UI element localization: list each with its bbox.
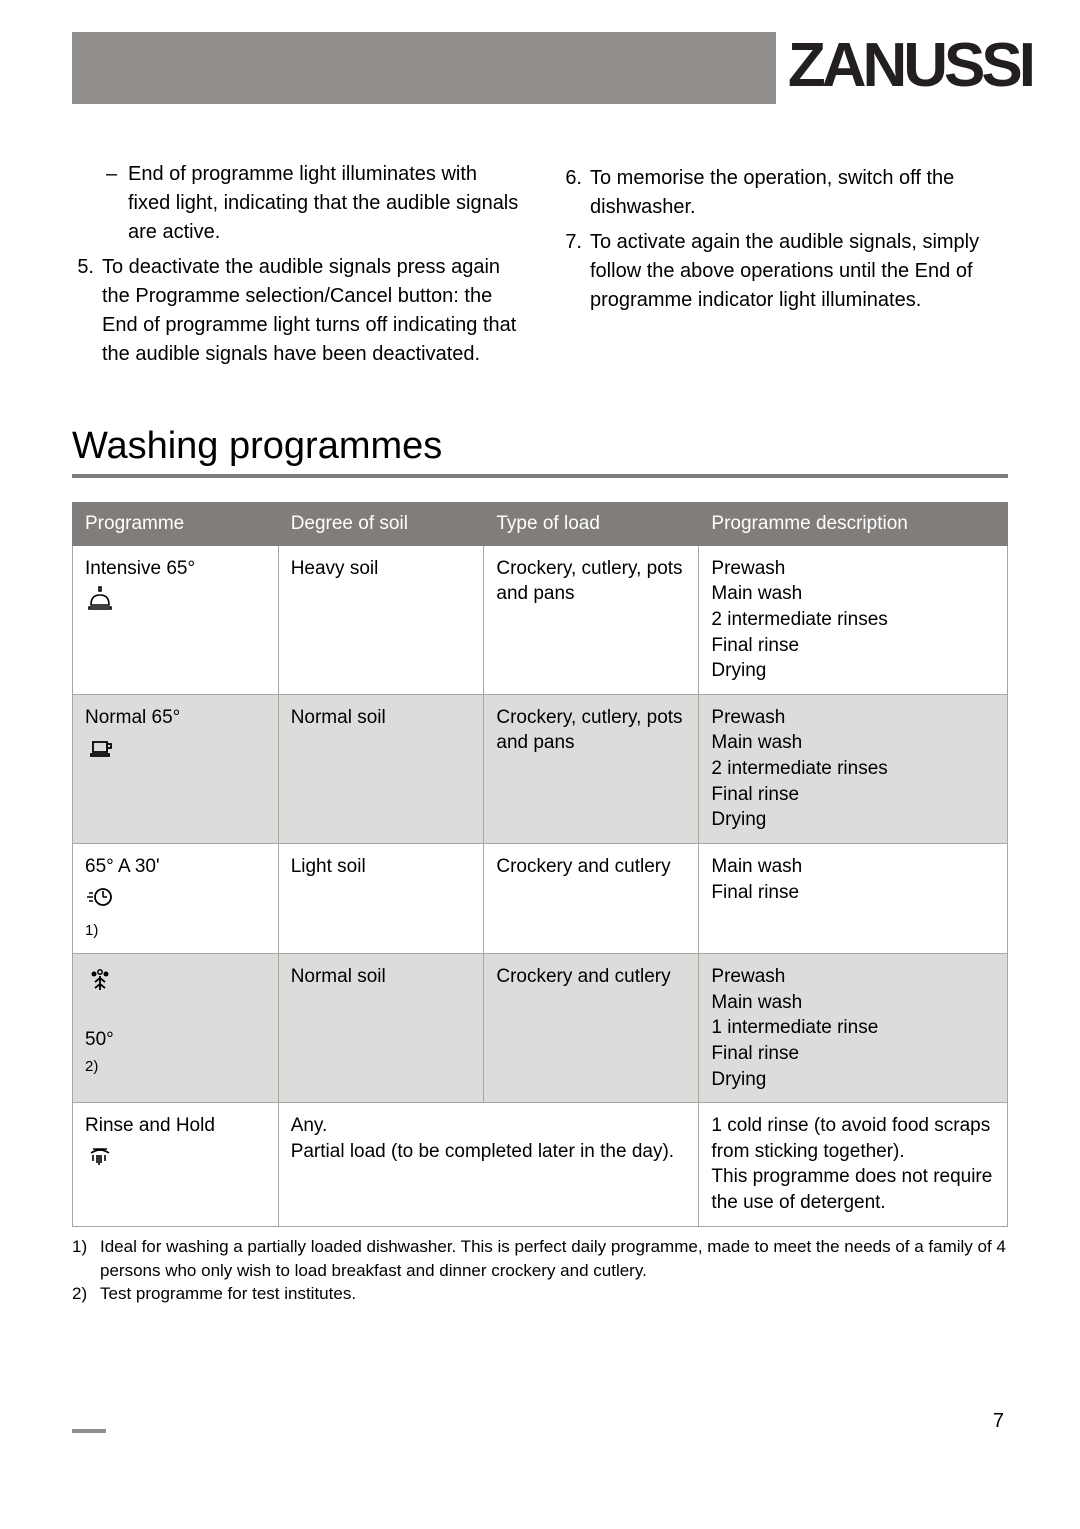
- footnote-2: 2) Test programme for test institutes.: [72, 1282, 1008, 1306]
- header-grey-bar: [72, 32, 776, 104]
- programmes-table-wrap: Programme Degree of soil Type of load Pr…: [72, 502, 1008, 1227]
- footer-rule: [72, 1429, 106, 1433]
- item-6: 6. To memorise the operation, switch off…: [560, 164, 1008, 222]
- cell-soil: Normal soil: [278, 953, 484, 1102]
- cell-soil: Normal soil: [278, 694, 484, 843]
- fn1-text: Ideal for washing a partially loaded dis…: [100, 1235, 1008, 1283]
- table-row: Normal 65° Normal soil Crockery, cutlery…: [73, 694, 1008, 843]
- item5-s2: End of programme: [102, 314, 273, 336]
- table-row: 50° 2) Normal soil Crockery and cutlery …: [73, 953, 1008, 1102]
- brand-logo: ZANUSSI: [788, 32, 1080, 104]
- fn1-marker: 1): [72, 1235, 100, 1283]
- bullet-end-of-programme: – End of programme light illuminates wit…: [72, 160, 520, 247]
- prog-name: 65° A 30': [85, 856, 160, 877]
- footnote-1: 1) Ideal for washing a partially loaded …: [72, 1235, 1008, 1283]
- cell-programme: Rinse and Hold: [73, 1103, 279, 1227]
- page-footer: 7: [0, 1354, 1080, 1433]
- table-header-row: Programme Degree of soil Type of load Pr…: [73, 503, 1008, 546]
- cell-programme: Normal 65°: [73, 694, 279, 843]
- right-column: 6. To memorise the operation, switch off…: [560, 160, 1008, 369]
- item5-s1: Programme selection/Cancel: [135, 285, 392, 307]
- prog-note: 1): [85, 922, 98, 939]
- cell-programme: 65° A 30' 1): [73, 844, 279, 954]
- header-band: ZANUSSI: [0, 32, 1080, 104]
- cell-programme: Intensive 65°: [73, 545, 279, 694]
- prog-name: Rinse and Hold: [85, 1115, 215, 1136]
- table-row: 65° A 30' 1) Light soil Crockery and cut…: [73, 844, 1008, 954]
- cell-desc: Prewash Main wash 1 intermediate rinse F…: [699, 953, 1008, 1102]
- normal-icon: [85, 734, 115, 768]
- item-7: 7. To activate again the audible signals…: [560, 228, 1008, 315]
- th-desc: Programme description: [699, 503, 1008, 546]
- fn2-marker: 2): [72, 1282, 100, 1306]
- header-gap: [776, 32, 788, 104]
- dash-marker: –: [102, 160, 128, 247]
- cell-soil: Heavy soil: [278, 545, 484, 694]
- th-soil: Degree of soil: [278, 503, 484, 546]
- num-6: 6.: [560, 164, 590, 222]
- th-programme: Programme: [73, 503, 279, 546]
- cell-load: Crockery, cutlery, pots and pans: [484, 694, 699, 843]
- cell-load: Crockery and cutlery: [484, 953, 699, 1102]
- bullet-text: End of programme light illuminates with …: [128, 160, 520, 247]
- item7-p2: indicator light illuminates.: [698, 289, 921, 311]
- cell-programme: 50° 2): [73, 953, 279, 1102]
- cell-desc: 1 cold rinse (to avoid food scraps from …: [699, 1103, 1008, 1227]
- page-number: 7: [993, 1410, 1008, 1433]
- prog-temp: 50°: [85, 1029, 114, 1050]
- left-column: – End of programme light illuminates wit…: [72, 160, 520, 369]
- table-row: Rinse and Hold Any. Partial load (to be …: [73, 1103, 1008, 1227]
- num-7: 7.: [560, 228, 590, 315]
- bio-icon: [85, 968, 115, 1002]
- footnotes: 1) Ideal for washing a partially loaded …: [72, 1235, 1008, 1306]
- page: ZANUSSI – End of programme light illumin…: [0, 32, 1080, 1473]
- section-title: Washing programmes: [72, 425, 1008, 478]
- cell-soil: Light soil: [278, 844, 484, 954]
- th-load: Type of load: [484, 503, 699, 546]
- cell-load: Crockery, cutlery, pots and pans: [484, 545, 699, 694]
- fn2-text: Test programme for test institutes.: [100, 1282, 356, 1306]
- prog-name: Normal 65°: [85, 707, 180, 728]
- instructions-columns: – End of programme light illuminates wit…: [72, 160, 1008, 369]
- cell-load: Crockery and cutlery: [484, 844, 699, 954]
- cell-soil-load-merged: Any. Partial load (to be completed later…: [278, 1103, 699, 1227]
- intensive-icon: [85, 585, 115, 619]
- table-row: Intensive 65° Heavy soil Crockery, cutle…: [73, 545, 1008, 694]
- bullet-strong: End of programme: [128, 163, 299, 185]
- item-7-body: To activate again the audible signals, s…: [590, 228, 1008, 315]
- cell-desc: Prewash Main wash 2 intermediate rinses …: [699, 545, 1008, 694]
- content-area: – End of programme light illuminates wit…: [0, 104, 1080, 1306]
- quick-icon: [85, 884, 115, 918]
- item-5: 5. To deactivate the audible signals pre…: [72, 253, 520, 369]
- rinse-icon: [85, 1143, 115, 1177]
- num-5: 5.: [72, 253, 102, 369]
- item5-p2: button: the: [392, 285, 492, 307]
- cell-desc: Main wash Final rinse: [699, 844, 1008, 954]
- prog-name: Intensive 65°: [85, 558, 195, 579]
- prog-note: 2): [85, 1058, 98, 1075]
- item-5-body: To deactivate the audible signals press …: [102, 253, 520, 369]
- programmes-table: Programme Degree of soil Type of load Pr…: [72, 502, 1008, 1227]
- cell-desc: Prewash Main wash 2 intermediate rinses …: [699, 694, 1008, 843]
- item-6-body: To memorise the operation, switch off th…: [590, 164, 1008, 222]
